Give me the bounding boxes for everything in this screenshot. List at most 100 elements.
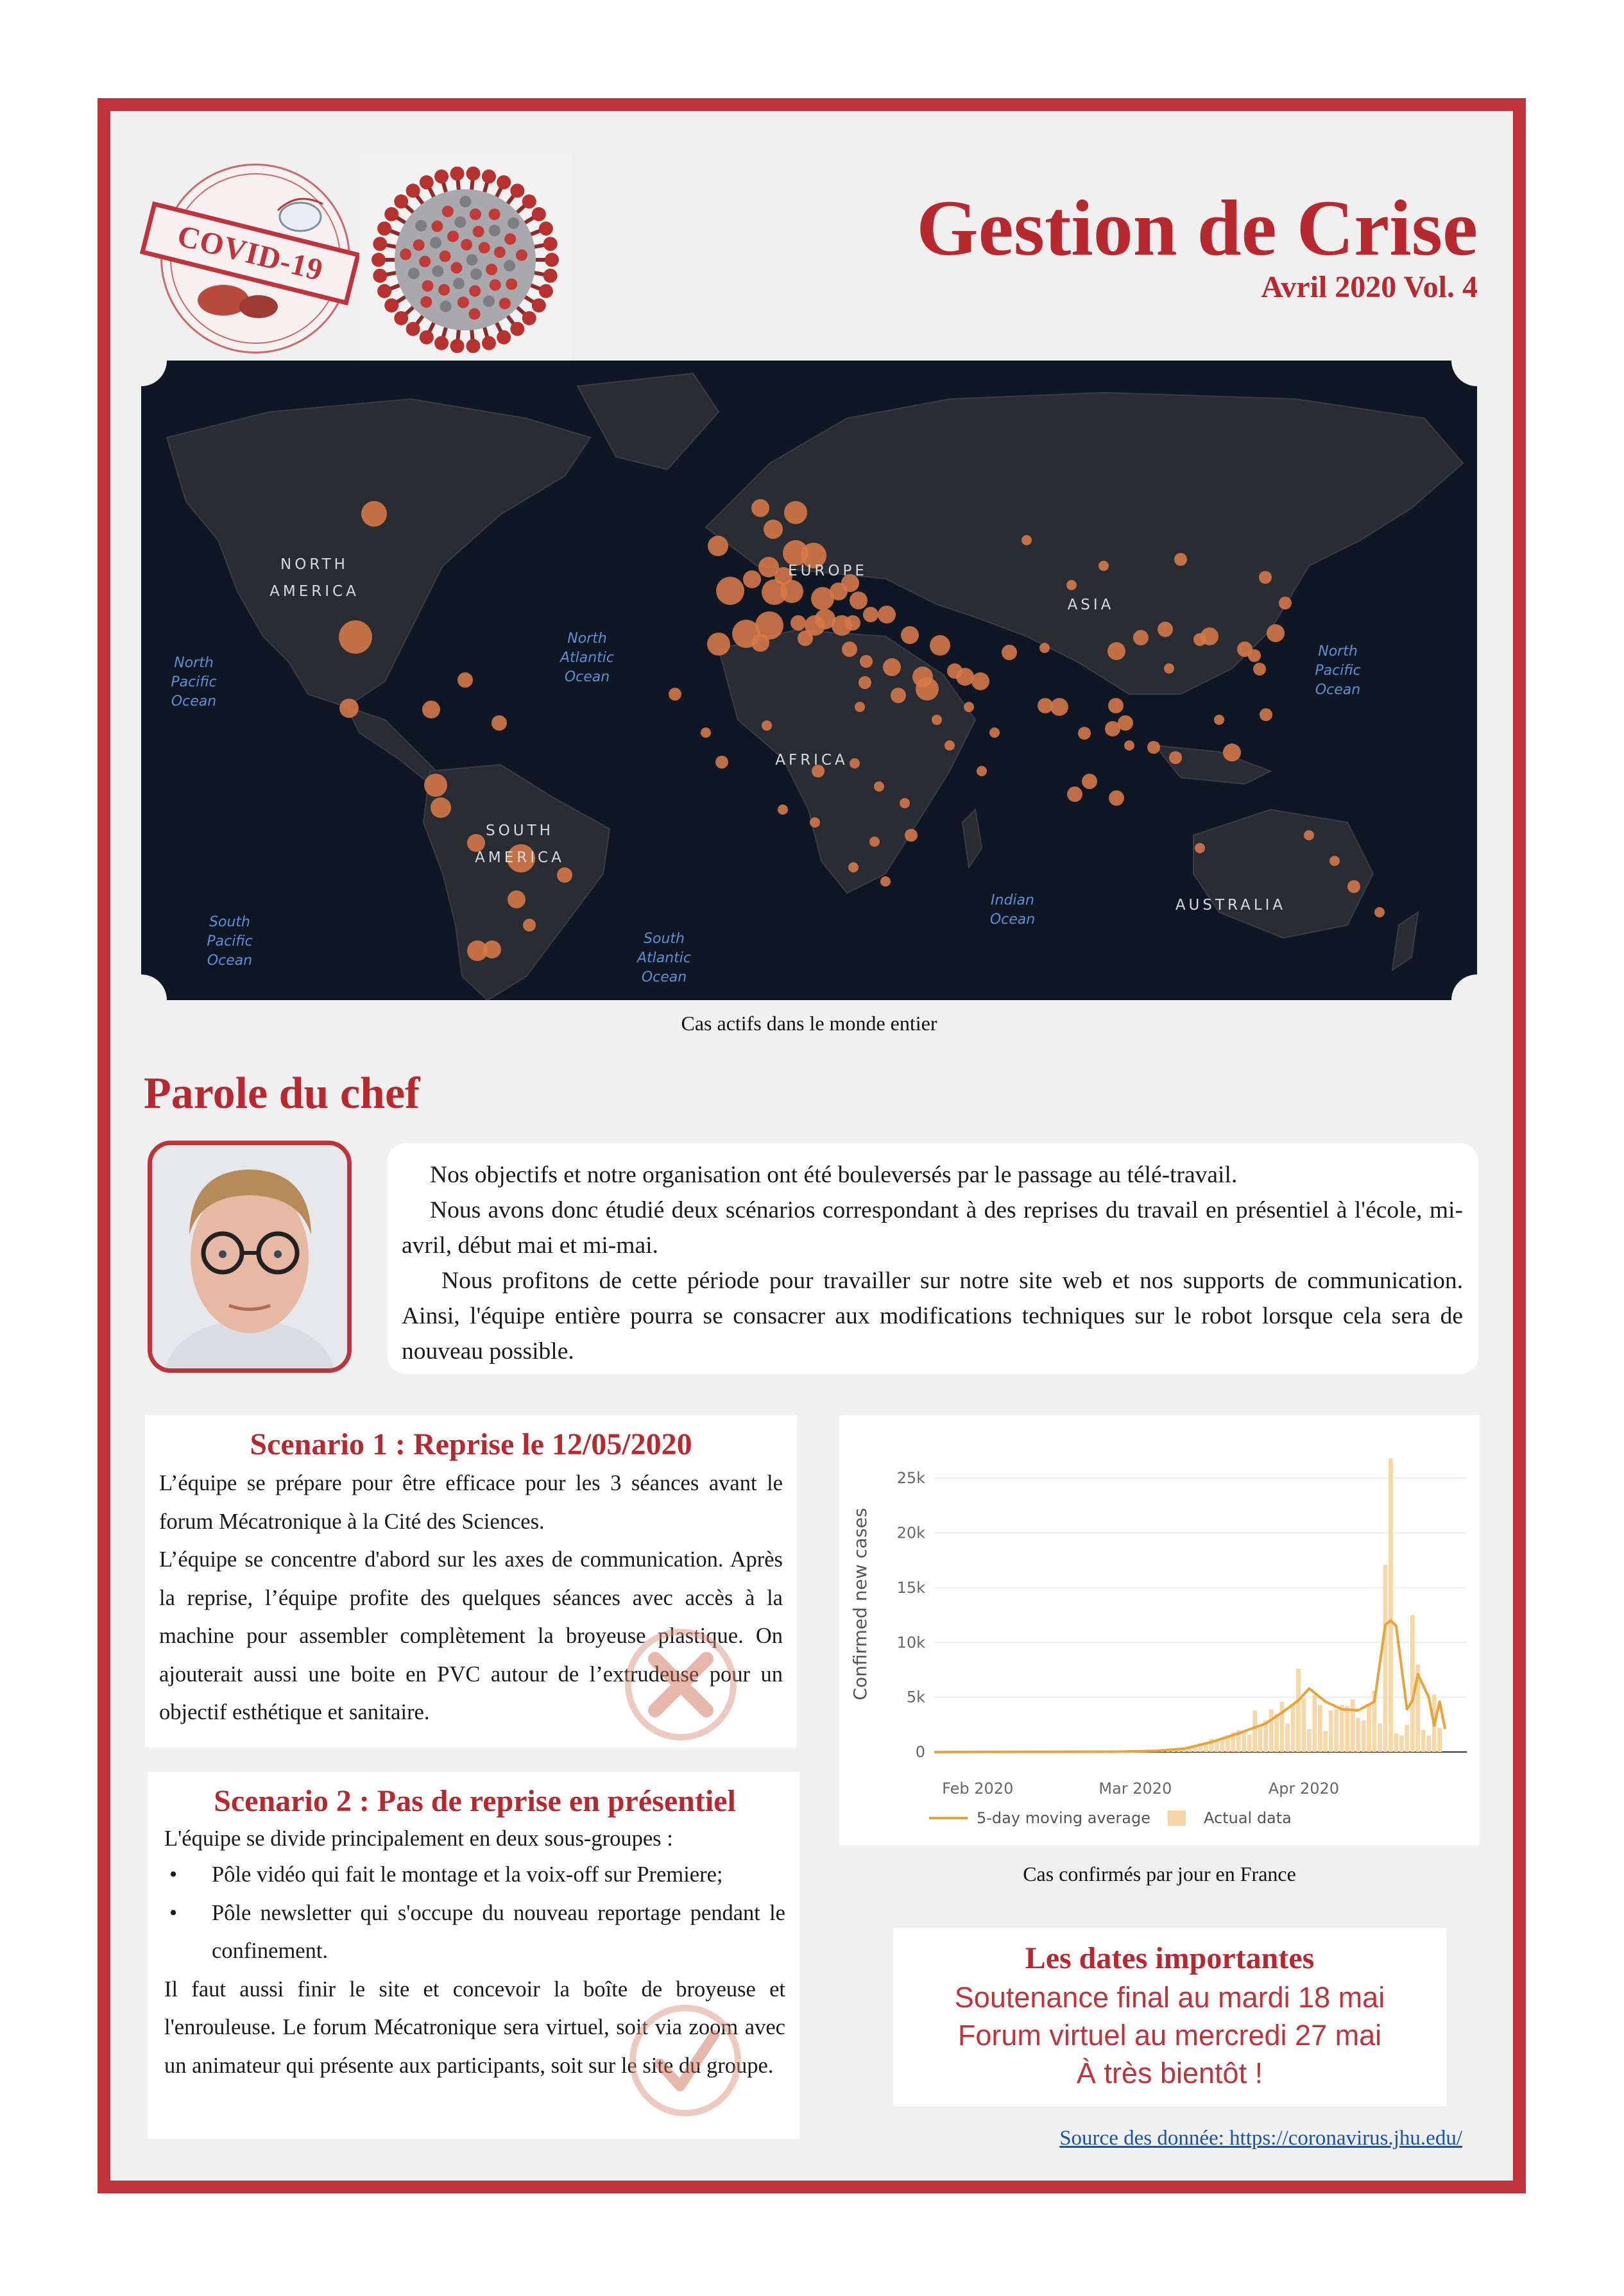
case-bubble — [1082, 774, 1097, 789]
virus-protein — [478, 242, 490, 254]
scenario-2-title: Scenario 2 : Pas de reprise en présentie… — [214, 1784, 736, 1818]
case-bubbles — [339, 499, 1385, 961]
virus-spike-tip — [406, 321, 420, 336]
bar — [1193, 1745, 1197, 1752]
case-bubble — [869, 837, 880, 847]
bar — [1345, 1706, 1350, 1752]
bar — [1307, 1729, 1312, 1752]
bar — [1399, 1735, 1404, 1752]
check-circle-icon — [629, 2005, 741, 2116]
date-line-2: Forum virtuel au mercredi 27 mai — [957, 2019, 1382, 2052]
case-bubble — [1253, 663, 1266, 676]
y-tick-label: 20k — [897, 1524, 926, 1542]
case-bubble — [762, 720, 772, 731]
important-dates-box: Les dates importantes Soutenance final a… — [893, 1928, 1446, 2106]
scenario-2-intro: L'équipe se divide principalement en deu… — [164, 1826, 673, 1851]
virus-protein — [454, 216, 466, 228]
case-bubble — [841, 574, 859, 592]
chart-caption: Cas confirmés par jour en France — [1023, 1862, 1296, 1885]
case-bubble — [467, 834, 485, 852]
case-bubble — [798, 631, 813, 646]
case-bubble — [848, 862, 859, 872]
case-bubble — [1260, 708, 1272, 721]
case-bubble — [874, 781, 884, 792]
virus-spike-tip — [406, 183, 420, 198]
case-bubble — [422, 701, 440, 719]
bullet-mark: • — [169, 1900, 178, 1925]
virus-protein — [440, 300, 452, 312]
bar — [1209, 1739, 1214, 1752]
date-line-1: Soutenance final au mardi 18 mai — [954, 1981, 1385, 2014]
legend-bar-swatch — [1168, 1810, 1186, 1826]
virus-protein — [515, 249, 527, 261]
virus-spike-tip — [531, 298, 546, 313]
virus-spike-tip — [481, 169, 496, 184]
bar — [1204, 1742, 1208, 1752]
case-bubble — [1105, 721, 1120, 736]
label-south-pacific: South Pacific Ocean — [207, 914, 252, 969]
bar — [1252, 1710, 1258, 1752]
bar — [1301, 1698, 1306, 1752]
case-bubble — [901, 626, 919, 644]
scenario-2-box: Scenario 2 : Pas de reprise en présentie… — [148, 1772, 799, 2139]
land-new-zealand — [1391, 910, 1419, 972]
land-madagascar — [961, 808, 983, 869]
virus-protein — [459, 196, 472, 208]
case-bubble — [1259, 571, 1272, 584]
bar — [1296, 1669, 1301, 1752]
label-north-america: NORTH AMERICA — [269, 556, 359, 600]
scenario-1-box: Scenario 1 : Reprise le 12/05/2020 L’équ… — [145, 1415, 797, 1748]
virus-body — [395, 189, 536, 330]
case-bubble — [791, 615, 806, 631]
case-bubble — [743, 570, 761, 588]
case-bubble — [977, 766, 987, 776]
case-bubble — [1158, 622, 1173, 637]
label-africa: AFRICA — [775, 752, 848, 769]
virus-spike-tip — [434, 336, 449, 350]
case-bubble — [863, 607, 878, 622]
virus-protein — [415, 219, 427, 232]
case-bubble — [507, 844, 535, 872]
virus-protein — [450, 262, 463, 274]
scenario-2-outro: Il faut aussi finir le site et concevoir… — [164, 1977, 785, 2078]
virus-protein — [499, 298, 511, 310]
scenario-1-p1: L’équipe se prépare pour être efficace p… — [159, 1471, 783, 1534]
virus-spike-tip — [545, 253, 559, 267]
case-bubble — [557, 867, 572, 883]
virus-spike-tip — [531, 207, 546, 221]
case-bubble — [1279, 597, 1292, 609]
case-bubble — [860, 655, 873, 668]
label-north-pacific-west: North Pacific Ocean — [171, 655, 216, 710]
source-link[interactable]: Source des donnée: https://coronavirus.j… — [1059, 2127, 1462, 2150]
case-bubble — [523, 919, 536, 931]
case-bubble — [810, 817, 820, 828]
virus-spike-tip — [434, 169, 449, 184]
bar — [1236, 1730, 1241, 1752]
y-tick-label: 0 — [916, 1743, 925, 1761]
case-bubble — [707, 633, 730, 656]
list-item: • Pôle vidéo qui fait le montage et la vo… — [164, 1856, 785, 1894]
virus-protein — [466, 254, 478, 266]
virus-protein — [441, 205, 454, 217]
bar — [1405, 1724, 1410, 1752]
case-bubble — [842, 642, 857, 657]
list-item-text: Pôle newsletter qui s'occupe du nouveau … — [212, 1900, 785, 1964]
chef-quote: Nos objectifs et notre organisation ont … — [388, 1143, 1478, 1374]
case-bubble — [708, 536, 728, 556]
x-tick-label: Feb 2020 — [942, 1780, 1013, 1798]
land-australia — [1193, 808, 1374, 939]
case-bubble — [850, 591, 868, 609]
virus-protein — [469, 285, 481, 297]
bar — [1285, 1723, 1290, 1752]
virus-protein — [469, 208, 481, 220]
virus-protein — [419, 255, 431, 268]
land-north-america — [166, 398, 592, 708]
bar — [1242, 1731, 1247, 1752]
virus-protein — [432, 265, 444, 277]
case-bubble — [1347, 880, 1360, 893]
y-tick-label: 15k — [897, 1579, 926, 1597]
case-bubble — [1174, 553, 1187, 566]
virus-spike-tip — [450, 166, 465, 181]
case-bubble — [956, 668, 974, 686]
virus-protein — [508, 217, 520, 229]
